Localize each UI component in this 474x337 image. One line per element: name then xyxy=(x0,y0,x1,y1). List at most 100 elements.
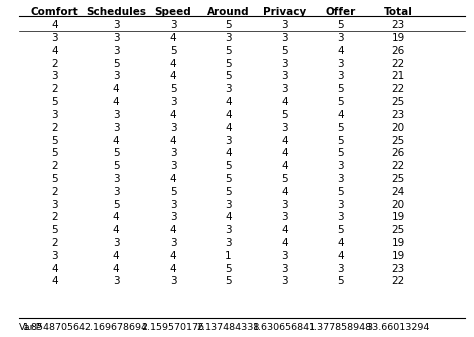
Text: 5: 5 xyxy=(337,123,344,133)
Text: 22: 22 xyxy=(392,276,405,286)
Text: 4: 4 xyxy=(337,238,344,248)
Text: 4: 4 xyxy=(113,84,119,94)
Text: 19: 19 xyxy=(392,251,405,261)
Text: 3: 3 xyxy=(51,251,58,261)
Text: 4: 4 xyxy=(225,110,232,120)
Text: Offer: Offer xyxy=(325,7,356,17)
Text: 5: 5 xyxy=(337,225,344,235)
Text: 3: 3 xyxy=(113,71,119,82)
Text: 1: 1 xyxy=(225,251,232,261)
Text: 3: 3 xyxy=(170,276,176,286)
Text: 3: 3 xyxy=(225,84,232,94)
Text: Var.P: Var.P xyxy=(19,323,43,332)
Text: 4: 4 xyxy=(170,251,176,261)
Text: 3: 3 xyxy=(337,264,344,274)
Text: 5: 5 xyxy=(113,161,119,171)
Text: 22: 22 xyxy=(392,161,405,171)
Text: 3: 3 xyxy=(113,238,119,248)
Text: 3: 3 xyxy=(113,174,119,184)
Text: 4: 4 xyxy=(170,110,176,120)
Text: 3: 3 xyxy=(225,225,232,235)
Text: 4: 4 xyxy=(51,264,58,274)
Text: 3: 3 xyxy=(51,33,58,43)
Text: 4: 4 xyxy=(170,264,176,274)
Text: 3: 3 xyxy=(170,123,176,133)
Text: 4: 4 xyxy=(113,135,119,146)
Text: 3: 3 xyxy=(113,276,119,286)
Text: 3: 3 xyxy=(113,20,119,30)
Text: 3: 3 xyxy=(337,174,344,184)
Text: 4: 4 xyxy=(281,187,288,197)
Text: 3: 3 xyxy=(337,212,344,222)
Text: 4: 4 xyxy=(113,264,119,274)
Text: 3: 3 xyxy=(170,212,176,222)
Text: 4: 4 xyxy=(281,161,288,171)
Text: 3: 3 xyxy=(281,84,288,94)
Text: 2.137484338: 2.137484338 xyxy=(197,323,260,332)
Text: 5: 5 xyxy=(337,148,344,158)
Text: 26: 26 xyxy=(392,148,405,158)
Text: 3: 3 xyxy=(281,264,288,274)
Text: 4: 4 xyxy=(51,276,58,286)
Text: 4: 4 xyxy=(51,20,58,30)
Text: 3: 3 xyxy=(281,123,288,133)
Text: 2.159570176: 2.159570176 xyxy=(142,323,204,332)
Text: 19: 19 xyxy=(392,212,405,222)
Text: 3: 3 xyxy=(170,200,176,210)
Text: 22: 22 xyxy=(392,59,405,69)
Text: 3: 3 xyxy=(337,71,344,82)
Text: 5: 5 xyxy=(170,46,176,56)
Text: 5: 5 xyxy=(337,276,344,286)
Text: 3: 3 xyxy=(170,161,176,171)
Text: 3: 3 xyxy=(281,71,288,82)
Text: 3: 3 xyxy=(337,59,344,69)
Text: 1.630656841: 1.630656841 xyxy=(253,323,316,332)
Text: 25: 25 xyxy=(392,97,405,107)
Text: 19: 19 xyxy=(392,238,405,248)
Text: 3: 3 xyxy=(51,71,58,82)
Text: 4: 4 xyxy=(225,212,232,222)
Text: 3: 3 xyxy=(51,110,58,120)
Text: 20: 20 xyxy=(392,123,405,133)
Text: 25: 25 xyxy=(392,135,405,146)
Text: 3: 3 xyxy=(281,276,288,286)
Text: 4: 4 xyxy=(337,46,344,56)
Text: 2: 2 xyxy=(51,187,58,197)
Text: 2: 2 xyxy=(51,84,58,94)
Text: 2.169678694: 2.169678694 xyxy=(85,323,147,332)
Text: 4: 4 xyxy=(113,212,119,222)
Text: 5: 5 xyxy=(281,46,288,56)
Text: 4: 4 xyxy=(170,225,176,235)
Text: 4: 4 xyxy=(281,97,288,107)
Text: Schedules: Schedules xyxy=(86,7,146,17)
Text: 3: 3 xyxy=(281,33,288,43)
Text: 4: 4 xyxy=(281,148,288,158)
Text: 5: 5 xyxy=(337,97,344,107)
Text: 5: 5 xyxy=(337,187,344,197)
Text: 5: 5 xyxy=(337,84,344,94)
Text: 3: 3 xyxy=(170,148,176,158)
Text: 5: 5 xyxy=(113,148,119,158)
Text: 5: 5 xyxy=(51,174,58,184)
Text: 3: 3 xyxy=(225,33,232,43)
Text: Privacy: Privacy xyxy=(263,7,306,17)
Text: 5: 5 xyxy=(225,161,232,171)
Text: 5: 5 xyxy=(51,97,58,107)
Text: 21: 21 xyxy=(392,71,405,82)
Text: 1.377858948: 1.377858948 xyxy=(309,323,372,332)
Text: 3: 3 xyxy=(170,238,176,248)
Text: 4: 4 xyxy=(113,97,119,107)
Text: 4: 4 xyxy=(225,123,232,133)
Text: 2: 2 xyxy=(51,238,58,248)
Text: 5: 5 xyxy=(170,84,176,94)
Text: 1.854870564: 1.854870564 xyxy=(23,323,86,332)
Text: 24: 24 xyxy=(392,187,405,197)
Text: 5: 5 xyxy=(225,20,232,30)
Text: 4: 4 xyxy=(170,33,176,43)
Text: 5: 5 xyxy=(225,187,232,197)
Text: 5: 5 xyxy=(170,187,176,197)
Text: 5: 5 xyxy=(225,276,232,286)
Text: 3: 3 xyxy=(281,59,288,69)
Text: 4: 4 xyxy=(281,225,288,235)
Text: 4: 4 xyxy=(337,251,344,261)
